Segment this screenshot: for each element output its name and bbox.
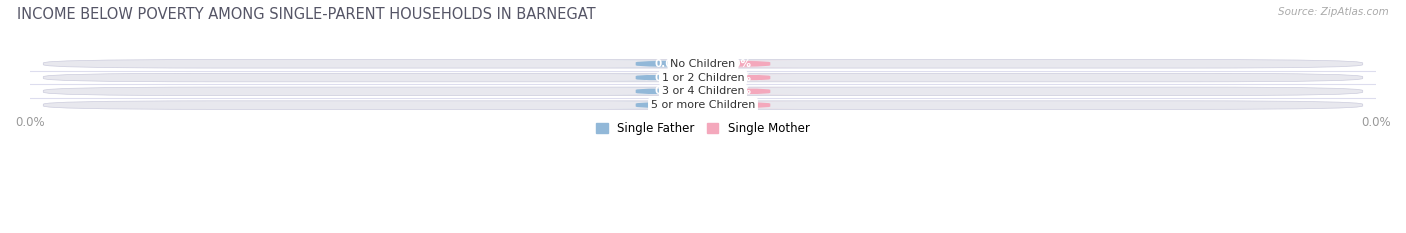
Text: 0.0%: 0.0% (723, 59, 751, 69)
FancyBboxPatch shape (676, 74, 797, 81)
Text: 0.0%: 0.0% (655, 86, 683, 96)
Text: 0.0%: 0.0% (655, 59, 683, 69)
Text: Source: ZipAtlas.com: Source: ZipAtlas.com (1278, 7, 1389, 17)
FancyBboxPatch shape (676, 88, 797, 95)
Text: 1 or 2 Children: 1 or 2 Children (662, 72, 744, 82)
Text: 0.0%: 0.0% (723, 86, 751, 96)
FancyBboxPatch shape (609, 60, 730, 67)
FancyBboxPatch shape (676, 102, 797, 109)
Text: INCOME BELOW POVERTY AMONG SINGLE-PARENT HOUSEHOLDS IN BARNEGAT: INCOME BELOW POVERTY AMONG SINGLE-PARENT… (17, 7, 596, 22)
Legend: Single Father, Single Mother: Single Father, Single Mother (596, 122, 810, 135)
FancyBboxPatch shape (44, 101, 1362, 109)
FancyBboxPatch shape (44, 60, 1362, 68)
Text: 0.0%: 0.0% (655, 72, 683, 82)
FancyBboxPatch shape (44, 87, 1362, 96)
Text: 3 or 4 Children: 3 or 4 Children (662, 86, 744, 96)
Text: No Children: No Children (671, 59, 735, 69)
FancyBboxPatch shape (44, 73, 1362, 82)
FancyBboxPatch shape (676, 60, 797, 67)
Text: 0.0%: 0.0% (723, 72, 751, 82)
Text: 0.0%: 0.0% (655, 100, 683, 110)
Text: 0.0%: 0.0% (723, 100, 751, 110)
Text: 5 or more Children: 5 or more Children (651, 100, 755, 110)
FancyBboxPatch shape (609, 74, 730, 81)
FancyBboxPatch shape (609, 102, 730, 109)
FancyBboxPatch shape (609, 88, 730, 95)
